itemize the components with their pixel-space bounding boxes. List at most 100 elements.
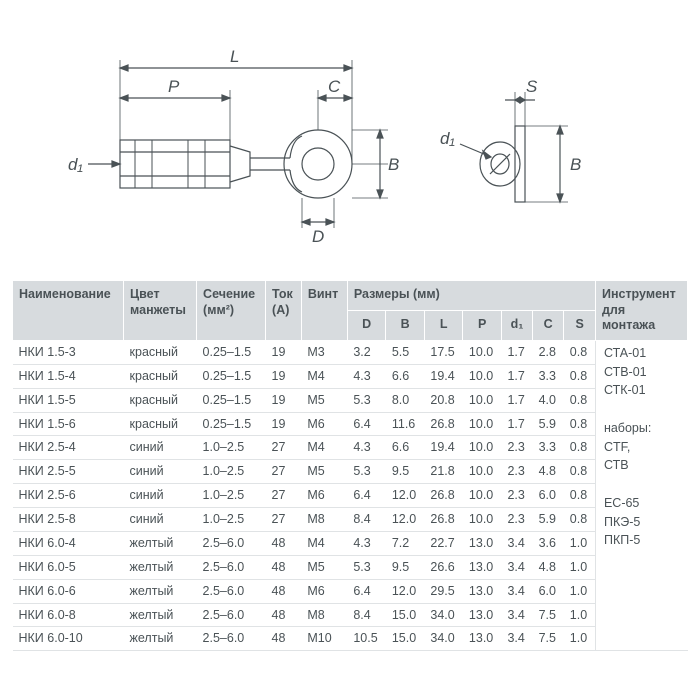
cell: 12.0	[386, 484, 425, 508]
cell: M4	[301, 364, 347, 388]
cell: 1.0–2.5	[197, 484, 266, 508]
cell: 4.0	[533, 388, 564, 412]
th-current: Ток (A)	[266, 281, 302, 341]
cell: НКИ 1.5-5	[13, 388, 124, 412]
cell: НКИ 1.5-3	[13, 340, 124, 364]
table-row: НКИ 1.5-3красный0.25–1.519M33.25.517.510…	[13, 340, 688, 364]
cell: 13.0	[463, 555, 502, 579]
cell: M6	[301, 579, 347, 603]
th-Cc: C	[533, 310, 564, 340]
cell: 3.2	[347, 340, 386, 364]
cell: 10.0	[463, 460, 502, 484]
cell: 10.0	[463, 388, 502, 412]
cell: НКИ 6.0-8	[13, 603, 124, 627]
cell: 2.8	[533, 340, 564, 364]
cell: НКИ 6.0-5	[13, 555, 124, 579]
cell: 10.0	[463, 364, 502, 388]
cell: M4	[301, 531, 347, 555]
cell: 9.5	[386, 555, 425, 579]
cell: 5.5	[386, 340, 425, 364]
cell: 4.8	[533, 460, 564, 484]
cell: 17.5	[424, 340, 463, 364]
cell: 1.0	[564, 579, 596, 603]
table-row: НКИ 6.0-10желтый2.5–6.048M1010.515.034.0…	[13, 627, 688, 651]
dim-label-S: S	[526, 77, 538, 96]
dim-label-P: P	[168, 77, 180, 96]
dim-label-L: L	[230, 47, 239, 66]
cell: 1.0–2.5	[197, 436, 266, 460]
cell: 1.7	[501, 388, 532, 412]
cell: 3.6	[533, 531, 564, 555]
cell: 12.0	[386, 579, 425, 603]
cell: 5.9	[533, 412, 564, 436]
cell: 6.4	[347, 579, 386, 603]
th-d1c: d₁	[501, 310, 532, 340]
cell: 11.6	[386, 412, 425, 436]
cell: 3.3	[533, 364, 564, 388]
dim-label-D: D	[312, 227, 324, 246]
table-row: НКИ 6.0-4желтый2.5–6.048M44.37.222.713.0…	[13, 531, 688, 555]
cell: 13.0	[463, 531, 502, 555]
cell: 19	[266, 364, 302, 388]
th-D: D	[347, 310, 386, 340]
cell: НКИ 2.5-5	[13, 460, 124, 484]
cell: 15.0	[386, 603, 425, 627]
cell: 7.2	[386, 531, 425, 555]
cell: красный	[124, 412, 197, 436]
th-name: Наименование	[13, 281, 124, 341]
cell: 27	[266, 460, 302, 484]
th-Lc: L	[424, 310, 463, 340]
cell: 2.3	[501, 436, 532, 460]
th-sizes: Размеры (мм)	[347, 281, 595, 311]
cell: 10.0	[463, 508, 502, 532]
cell: синий	[124, 436, 197, 460]
page-canvas: L P C B D d₁ S B d₁ Наименование Цвет ма…	[0, 0, 700, 700]
technical-diagram: L P C B D d₁ S B d₁	[90, 40, 620, 260]
th-color: Цвет манжеты	[124, 281, 197, 341]
table-row: НКИ 2.5-4синий1.0–2.527M44.36.619.410.02…	[13, 436, 688, 460]
cell: 4.8	[533, 555, 564, 579]
cell: 13.0	[463, 603, 502, 627]
cell: синий	[124, 460, 197, 484]
cell: красный	[124, 364, 197, 388]
cell: 8.0	[386, 388, 425, 412]
table-row: НКИ 6.0-6желтый2.5–6.048M66.412.029.513.…	[13, 579, 688, 603]
th-screw: Винт	[301, 281, 347, 341]
cell: 2.5–6.0	[197, 603, 266, 627]
cell: 19.4	[424, 364, 463, 388]
cell: 26.8	[424, 484, 463, 508]
cell: НКИ 6.0-10	[13, 627, 124, 651]
cell: M8	[301, 603, 347, 627]
cell: 1.0–2.5	[197, 460, 266, 484]
table-row: НКИ 2.5-5синий1.0–2.527M55.39.521.810.02…	[13, 460, 688, 484]
cell: 8.4	[347, 508, 386, 532]
cell: желтый	[124, 603, 197, 627]
cell: 10.0	[463, 412, 502, 436]
cell: 2.5–6.0	[197, 627, 266, 651]
cell: 26.6	[424, 555, 463, 579]
table-row: НКИ 6.0-5желтый2.5–6.048M55.39.526.613.0…	[13, 555, 688, 579]
cell: 2.5–6.0	[197, 579, 266, 603]
th-section: Сечение (мм²)	[197, 281, 266, 341]
th-Pc: P	[463, 310, 502, 340]
table-row: НКИ 2.5-6синий1.0–2.527M66.412.026.810.0…	[13, 484, 688, 508]
cell: 48	[266, 603, 302, 627]
cell: 4.3	[347, 531, 386, 555]
cell: 29.5	[424, 579, 463, 603]
cell: 0.25–1.5	[197, 340, 266, 364]
cell: 27	[266, 484, 302, 508]
cell: 2.3	[501, 508, 532, 532]
cell: 48	[266, 579, 302, 603]
cell: 5.3	[347, 388, 386, 412]
cell: 9.5	[386, 460, 425, 484]
cell: НКИ 2.5-4	[13, 436, 124, 460]
cell: 8.4	[347, 603, 386, 627]
th-tool: Инструмент для монтажа	[595, 281, 687, 341]
cell: 3.4	[501, 627, 532, 651]
cell: 26.8	[424, 508, 463, 532]
dim-label-d1: d₁	[68, 155, 83, 174]
tools-cell: СТА-01СТВ-01СТК-01 наборы:CTF,СТВ EC-65П…	[595, 340, 687, 650]
cell: 6.0	[533, 484, 564, 508]
cell: 1.0	[564, 555, 596, 579]
cell: 19	[266, 340, 302, 364]
